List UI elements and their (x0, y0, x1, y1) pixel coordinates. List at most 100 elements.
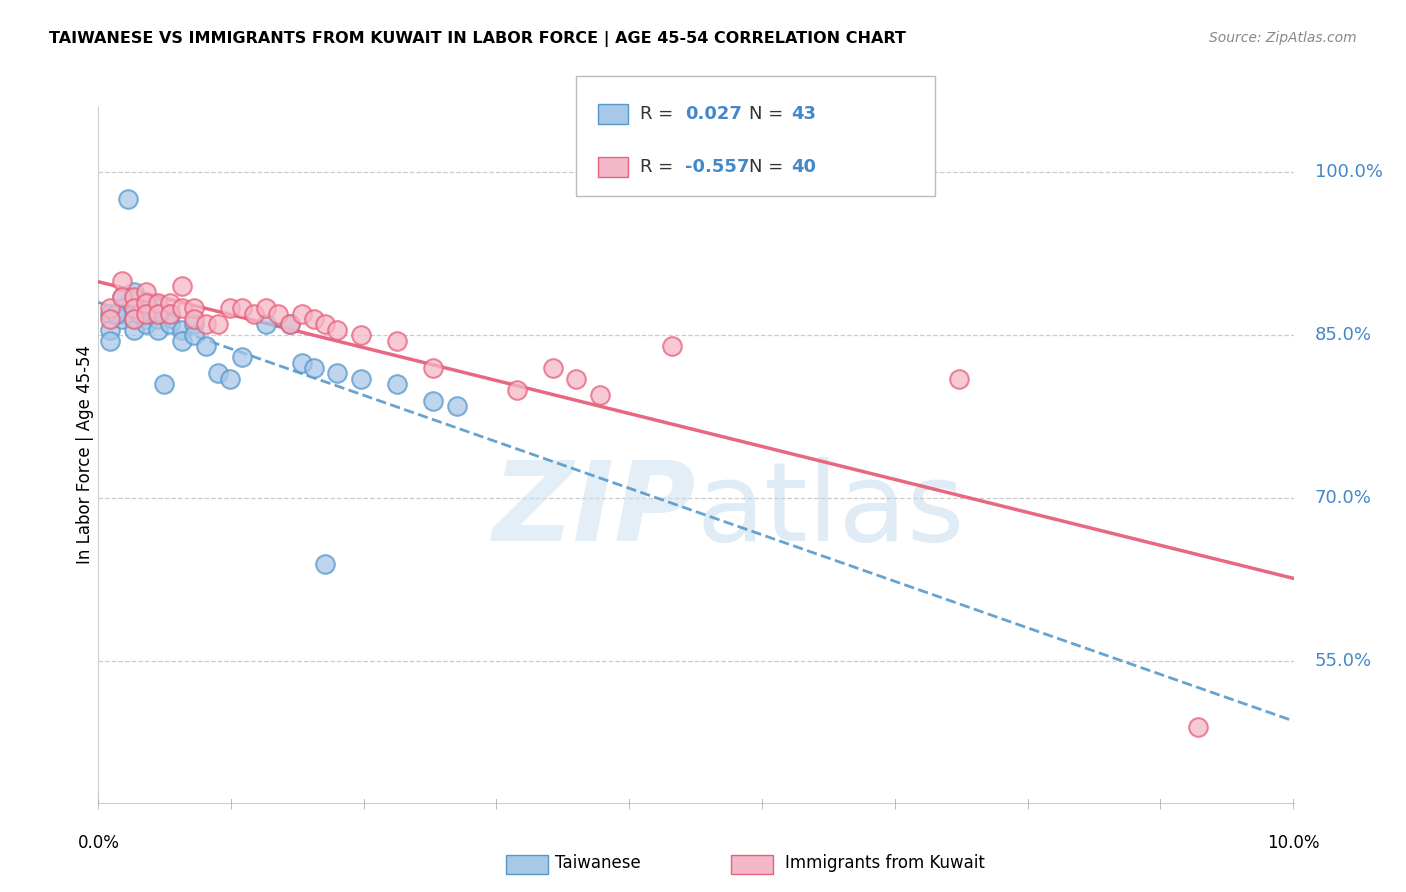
Point (267, 307, 290, 321)
Point (135, 307, 157, 321)
Point (172, 301, 194, 315)
Point (219, 301, 242, 315)
Point (124, 312, 146, 326)
Point (129, 307, 152, 321)
Point (148, 307, 170, 321)
Text: |: | (363, 798, 366, 809)
Point (148, 301, 170, 315)
Point (117, 193, 139, 207)
Point (148, 323, 170, 337)
Point (159, 295, 181, 310)
Point (183, 301, 205, 315)
Point (111, 307, 134, 321)
Point (278, 318, 301, 332)
Point (135, 285, 157, 299)
Text: Taiwanese: Taiwanese (555, 855, 641, 872)
Point (589, 388, 612, 402)
Point (422, 393, 444, 408)
Point (194, 318, 218, 332)
Text: 55.0%: 55.0% (1315, 652, 1372, 671)
Text: 40: 40 (792, 158, 817, 177)
Text: atlas: atlas (696, 457, 965, 564)
Point (1187, 720, 1209, 734)
Point (326, 367, 349, 381)
Point (948, 372, 970, 386)
Point (98, 307, 122, 321)
Point (148, 312, 170, 326)
Text: 10.0%: 10.0% (1267, 834, 1320, 852)
Point (350, 328, 373, 343)
Point (111, 290, 134, 304)
Point (159, 307, 181, 321)
Point (159, 318, 181, 332)
Point (254, 301, 277, 315)
Point (506, 383, 529, 397)
Point (98, 334, 122, 348)
Point (124, 312, 146, 326)
Text: |: | (1159, 798, 1163, 809)
Text: R =: R = (640, 158, 679, 177)
Text: 70.0%: 70.0% (1315, 490, 1371, 508)
Point (172, 323, 194, 337)
Text: 0.0%: 0.0% (77, 834, 120, 852)
Point (148, 307, 170, 321)
Point (172, 334, 194, 348)
Point (385, 377, 409, 392)
Point (105, 307, 128, 321)
Point (148, 295, 170, 310)
Text: |: | (894, 798, 897, 809)
Point (350, 372, 373, 386)
Text: |: | (761, 798, 763, 809)
Point (219, 372, 242, 386)
Point (243, 307, 266, 321)
Point (231, 301, 253, 315)
Text: -0.557: -0.557 (685, 158, 749, 177)
Point (446, 399, 468, 413)
Point (111, 312, 134, 326)
Point (302, 361, 325, 376)
Text: Source: ZipAtlas.com: Source: ZipAtlas.com (1209, 31, 1357, 45)
Point (135, 318, 157, 332)
Point (183, 312, 205, 326)
Point (315, 318, 337, 332)
Text: |: | (628, 798, 631, 809)
Point (385, 334, 409, 348)
Point (135, 295, 157, 310)
Point (565, 372, 588, 386)
Text: R =: R = (640, 104, 679, 123)
Point (183, 328, 205, 343)
Point (231, 350, 253, 364)
Point (290, 307, 312, 321)
Point (207, 367, 229, 381)
Point (98, 323, 122, 337)
Point (124, 323, 146, 337)
Point (111, 301, 134, 315)
Y-axis label: In Labor Force | Age 45-54: In Labor Force | Age 45-54 (76, 345, 94, 565)
Text: Immigrants from Kuwait: Immigrants from Kuwait (785, 855, 984, 872)
Point (98, 301, 122, 315)
Text: 100.0%: 100.0% (1315, 163, 1382, 181)
Point (135, 295, 157, 310)
Point (315, 557, 337, 571)
Text: |: | (1026, 798, 1029, 809)
Point (541, 361, 564, 376)
Point (124, 307, 146, 321)
Point (183, 318, 205, 332)
Point (124, 290, 146, 304)
Point (98, 312, 122, 326)
Text: 85.0%: 85.0% (1315, 326, 1372, 344)
Point (302, 312, 325, 326)
Point (661, 339, 683, 353)
Point (135, 307, 157, 321)
Point (254, 318, 277, 332)
Point (207, 318, 229, 332)
Text: |: | (97, 798, 100, 809)
Point (326, 323, 349, 337)
Point (153, 377, 176, 392)
Point (422, 361, 444, 376)
Text: |: | (229, 798, 233, 809)
Text: |: | (495, 798, 498, 809)
Point (124, 285, 146, 299)
Text: 43: 43 (792, 104, 817, 123)
Point (278, 318, 301, 332)
